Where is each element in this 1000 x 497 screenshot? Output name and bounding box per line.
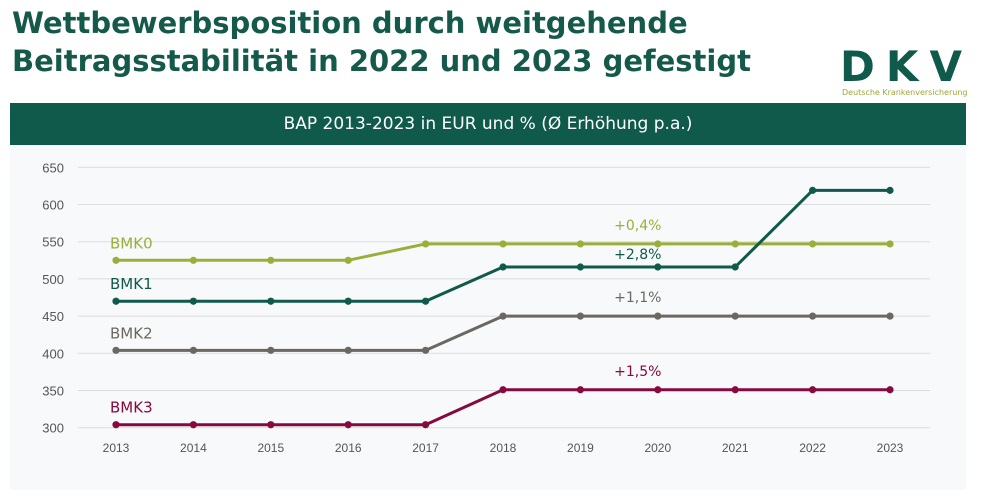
data-point — [731, 386, 739, 394]
data-point — [654, 386, 662, 394]
data-point — [886, 386, 894, 394]
growth-annotation: +1,5% — [614, 364, 661, 380]
chart-title: BAP 2013-2023 in EUR und % (Ø Erhöhung p… — [10, 103, 966, 145]
data-point — [654, 240, 662, 248]
data-point — [189, 346, 197, 354]
y-tick-label: 550 — [42, 235, 64, 250]
data-point — [809, 312, 817, 320]
data-point — [576, 312, 585, 320]
data-point — [422, 421, 430, 429]
data-point — [654, 312, 662, 320]
data-point — [112, 346, 120, 354]
data-point — [344, 346, 352, 354]
data-point — [344, 297, 352, 305]
x-tick-label: 2019 — [567, 441, 594, 455]
data-point — [499, 312, 507, 320]
series-line-bmk2 — [116, 314, 890, 352]
x-tick-label: 2016 — [335, 441, 362, 455]
data-point — [267, 421, 275, 429]
data-point — [886, 240, 894, 248]
data-point — [189, 256, 197, 264]
x-tick-label: 2015 — [257, 441, 284, 455]
series-label: BMK3 — [110, 399, 153, 417]
data-point — [576, 240, 585, 248]
x-tick-label: 2020 — [644, 441, 671, 455]
data-point — [886, 186, 894, 194]
x-tick-label: 2014 — [180, 441, 207, 455]
growth-annotation: +2,8% — [614, 247, 661, 263]
x-tick-label: 2013 — [103, 441, 130, 455]
data-point — [189, 421, 197, 429]
data-point — [499, 240, 507, 248]
data-point — [809, 186, 817, 194]
series-label: BMK2 — [110, 324, 153, 342]
growth-annotation: +1,1% — [614, 290, 661, 306]
x-tick-label: 2021 — [722, 441, 749, 455]
data-point — [422, 297, 430, 305]
y-tick-label: 650 — [42, 160, 64, 175]
svg-text:DKV: DKV — [840, 44, 962, 91]
data-point — [731, 240, 739, 248]
data-point — [112, 421, 120, 429]
data-point — [576, 263, 585, 271]
x-tick-label: 2023 — [877, 441, 904, 455]
data-point — [731, 312, 739, 320]
y-tick-label: 300 — [42, 421, 64, 436]
series-label: BMK1 — [110, 275, 153, 293]
x-tick-label: 2022 — [799, 441, 826, 455]
data-point — [731, 263, 739, 271]
dkv-logo: DKV — [840, 44, 962, 91]
y-tick-label: 450 — [42, 309, 64, 324]
data-point — [189, 297, 197, 305]
data-point — [267, 256, 275, 264]
series-label: BMK0 — [110, 234, 153, 252]
page-title: Wettbewerbsposition durch weitgehende Be… — [12, 6, 751, 78]
data-point — [422, 240, 430, 248]
x-tick-label: 2018 — [490, 441, 517, 455]
data-point — [267, 346, 275, 354]
data-point — [499, 263, 507, 271]
data-point — [344, 256, 352, 264]
data-point — [809, 386, 817, 394]
data-point — [654, 263, 662, 271]
data-point — [112, 297, 120, 305]
growth-annotation: +0,4% — [614, 218, 661, 234]
data-point — [112, 256, 120, 264]
data-point — [576, 386, 585, 394]
data-point — [886, 312, 894, 320]
data-point — [499, 386, 507, 394]
y-tick-label: 400 — [42, 346, 64, 361]
y-tick-label: 350 — [42, 384, 64, 399]
x-tick-label: 2017 — [412, 441, 439, 455]
logo-subtitle: Deutsche Krankenversicherung — [842, 88, 968, 97]
series-line-bmk3 — [116, 388, 890, 427]
y-tick-label: 600 — [42, 198, 64, 213]
data-point — [809, 240, 817, 248]
y-tick-label: 500 — [42, 272, 64, 287]
data-point — [422, 346, 430, 354]
data-point — [344, 421, 352, 429]
data-point — [267, 297, 275, 305]
